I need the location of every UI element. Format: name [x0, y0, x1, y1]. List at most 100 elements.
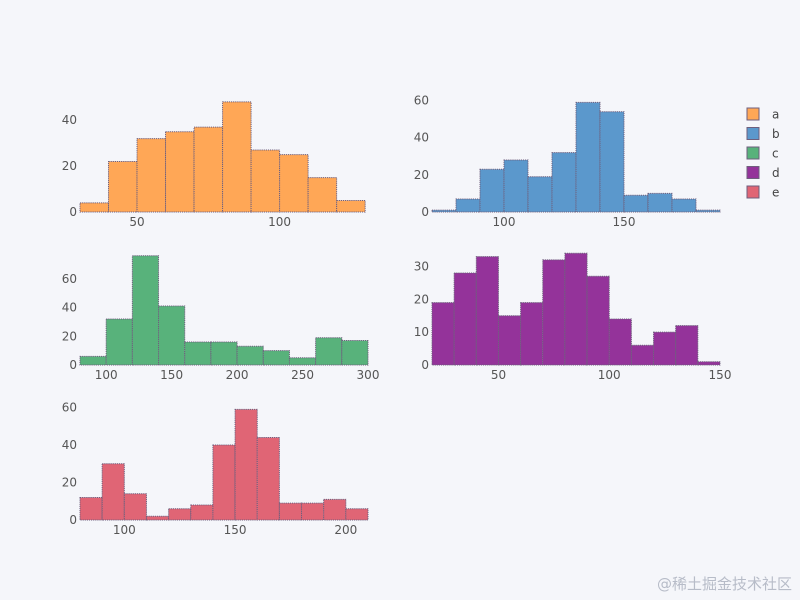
subplot-a: 50 100 0 20 40 — [62, 101, 366, 229]
bar-b-10 — [671, 198, 697, 213]
xtick-label-c-2: 200 — [226, 368, 249, 382]
ytick-label-d-1: 10 — [414, 325, 429, 339]
bar-e-7 — [234, 408, 258, 521]
legend-item-a[interactable]: a — [746, 107, 779, 122]
bar-e-5 — [190, 504, 214, 521]
bar-d-10 — [653, 331, 677, 366]
bar-b-5 — [551, 152, 577, 213]
bar-e-10 — [301, 502, 325, 521]
legend-swatch-c — [746, 146, 760, 160]
xtick-label-e-1: 150 — [224, 523, 247, 537]
ytick-label-c-2: 40 — [62, 301, 77, 315]
bar-b-8 — [623, 194, 649, 213]
bar-b-11 — [695, 209, 721, 213]
legend-label-b: b — [772, 127, 780, 141]
legend-item-d[interactable]: d — [746, 166, 780, 180]
ytick-label-a-0: 0 — [69, 205, 77, 219]
xtick-label-a-0: 50 — [129, 215, 144, 229]
bar-b-0 — [431, 209, 457, 213]
bar-d-12 — [697, 361, 721, 366]
ytick-label-a-2: 40 — [62, 113, 77, 127]
bar-e-2 — [123, 493, 147, 521]
xtick-label-c-0: 100 — [95, 368, 118, 382]
legend-label-a: a — [772, 108, 779, 122]
bar-c-10 — [341, 340, 369, 366]
bar-e-8 — [256, 437, 280, 521]
bar-d-11 — [675, 325, 699, 366]
ytick-label-a-1: 20 — [62, 159, 77, 173]
bar-e-12 — [345, 508, 369, 521]
watermark: @稀土掘金技术社区 — [657, 575, 792, 593]
bar-e-1 — [101, 463, 125, 521]
bar-e-9 — [278, 502, 303, 521]
bar-e-0 — [79, 497, 103, 521]
subplot-d: 50 100 150 0 10 20 30 — [414, 252, 731, 382]
bar-a-6 — [250, 149, 281, 213]
bar-c-6 — [236, 345, 264, 366]
bar-b-1 — [455, 198, 481, 213]
bar-a-5 — [222, 101, 252, 213]
bar-a-9 — [336, 200, 366, 213]
bar-e-11 — [323, 498, 347, 521]
bar-b-9 — [647, 192, 673, 213]
bar-c-0 — [79, 355, 107, 366]
bar-b-4 — [527, 176, 553, 213]
legend-swatch-b — [746, 127, 760, 140]
bar-d-3 — [497, 315, 522, 366]
legend-swatch-d — [746, 166, 760, 179]
bar-a-3 — [165, 131, 195, 213]
ytick-label-d-3: 30 — [414, 259, 429, 273]
legend-item-b[interactable]: b — [746, 127, 780, 141]
bar-c-5 — [210, 341, 238, 366]
ytick-label-c-1: 20 — [62, 329, 77, 343]
ytick-label-c-3: 60 — [62, 272, 77, 286]
bar-b-7 — [599, 111, 625, 213]
xtick-label-c-1: 150 — [160, 368, 183, 382]
bar-c-7 — [262, 350, 290, 366]
legend-label-e: e — [772, 186, 779, 200]
bar-a-1 — [108, 161, 138, 213]
bar-d-9 — [630, 344, 655, 366]
bar-e-4 — [168, 508, 192, 521]
ytick-label-e-2: 40 — [62, 438, 77, 452]
ytick-label-e-1: 20 — [62, 476, 77, 490]
legend-label-c: c — [772, 147, 779, 161]
xtick-label-a-1: 100 — [268, 215, 291, 229]
xtick-label-e-0: 100 — [113, 523, 136, 537]
subplot-b: 100 150 0 20 40 60 — [414, 94, 721, 229]
ytick-label-e-3: 60 — [62, 401, 77, 415]
xtick-label-b-1: 150 — [613, 215, 636, 229]
bar-d-1 — [453, 272, 477, 366]
ytick-label-b-0: 0 — [421, 205, 429, 219]
ytick-label-c-0: 0 — [69, 358, 77, 372]
bar-d-8 — [608, 318, 632, 366]
ytick-label-b-3: 60 — [414, 94, 429, 108]
xtick-label-c-3: 250 — [291, 368, 314, 382]
bar-a-7 — [279, 154, 309, 213]
legend-label-d: d — [772, 166, 780, 180]
ytick-label-d-0: 0 — [421, 358, 429, 372]
xtick-label-c-4: 300 — [357, 368, 380, 382]
bar-b-3 — [503, 159, 529, 213]
legend-item-e[interactable]: e — [746, 185, 779, 200]
bar-c-8 — [288, 357, 317, 366]
bar-b-2 — [479, 168, 505, 213]
bar-c-2 — [131, 255, 160, 366]
subplot-c: 100 150 200 250 300 0 20 40 60 — [62, 255, 380, 382]
ytick-label-d-2: 20 — [414, 292, 429, 306]
bar-d-4 — [520, 302, 544, 366]
xtick-label-d-1: 100 — [598, 368, 621, 382]
legend-swatch-e — [746, 185, 760, 199]
legend-item-c[interactable]: c — [746, 146, 779, 161]
bar-a-2 — [136, 138, 167, 213]
ytick-label-e-0: 0 — [69, 513, 77, 527]
bar-c-4 — [184, 341, 212, 366]
bar-a-0 — [79, 202, 110, 213]
subplot-e: 100 150 200 0 20 40 60 — [62, 401, 369, 537]
bar-d-2 — [475, 256, 499, 366]
xtick-label-e-2: 200 — [334, 523, 357, 537]
ytick-label-b-2: 40 — [414, 131, 429, 145]
